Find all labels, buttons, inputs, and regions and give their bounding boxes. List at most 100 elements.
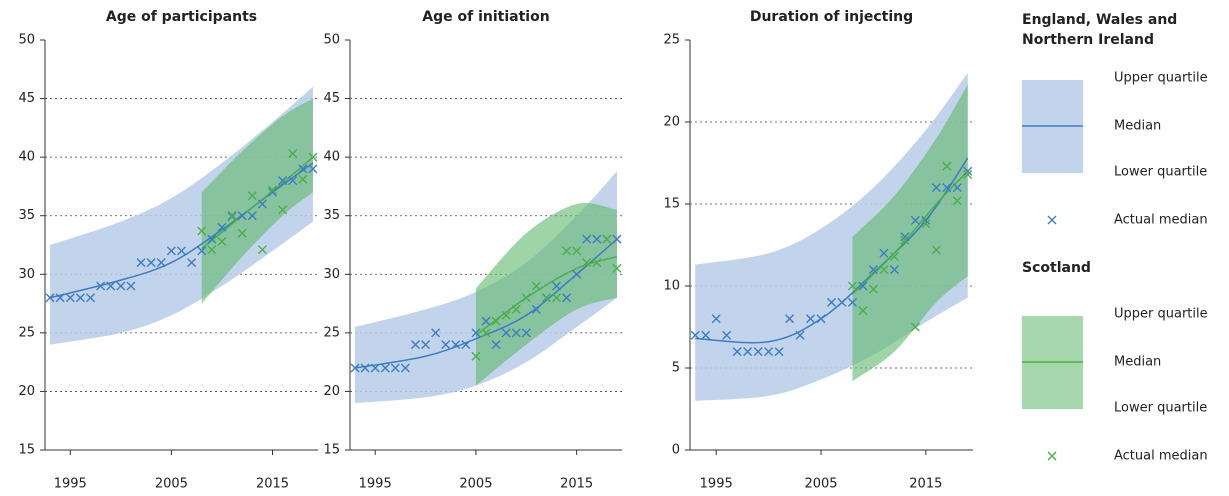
y-tick-label: 10 — [663, 279, 680, 294]
actual-median-marker — [963, 166, 973, 176]
actual-median-marker — [847, 281, 857, 291]
actual-median-marker — [612, 263, 622, 273]
actual-median-marker — [921, 219, 931, 229]
actual-median-marker — [732, 347, 742, 357]
y-tick-label: 50 — [323, 33, 340, 48]
actual-median-marker — [227, 211, 237, 221]
actual-median-marker — [743, 347, 753, 357]
actual-median-marker — [247, 211, 257, 221]
actual-median-marker — [207, 245, 217, 255]
legend-label: Upper quartile — [1114, 71, 1208, 86]
legend-label: Lower quartile — [1114, 165, 1207, 180]
x-tick-label: 2015 — [560, 477, 593, 492]
actual-median-marker — [471, 351, 481, 361]
y-tick-label: 45 — [323, 91, 340, 106]
actual-median-marker — [889, 251, 899, 261]
actual-median-marker — [837, 297, 847, 307]
actual-median-marker — [847, 297, 857, 307]
y-tick-label: 5 — [672, 361, 680, 376]
actual-median-marker — [592, 258, 602, 268]
actual-median-marker — [156, 258, 166, 268]
actual-median-marker — [858, 281, 868, 291]
actual-median-marker — [187, 258, 197, 268]
actual-median-marker — [521, 328, 531, 338]
actual-median-marker — [753, 347, 763, 357]
actual-median-marker — [308, 152, 318, 162]
actual-median-marker — [217, 222, 227, 232]
y-tick-label: 20 — [663, 115, 680, 130]
actual-median-marker — [237, 228, 247, 238]
y-tick-label: 15 — [663, 197, 680, 212]
actual-median-marker — [278, 176, 288, 186]
x-tick-label: 1995 — [54, 477, 87, 492]
actual-median-marker — [247, 191, 257, 201]
legend-label: Median — [1114, 355, 1161, 370]
y-tick-label: 20 — [323, 384, 340, 399]
actual-median-marker — [582, 234, 592, 244]
actual-median-marker — [900, 235, 910, 245]
legend-label: Median — [1114, 119, 1161, 134]
actual-median-marker — [816, 314, 826, 324]
actual-median-marker — [146, 258, 156, 268]
actual-median-marker — [521, 293, 531, 303]
actual-median-marker — [690, 330, 700, 340]
quartile-band — [852, 84, 968, 382]
actual-median-marker — [257, 245, 267, 255]
actual-median-marker — [572, 246, 582, 256]
actual-median-marker — [952, 183, 962, 193]
actual-median-marker — [451, 340, 461, 350]
x-tick-label: 2005 — [459, 477, 492, 492]
actual-median-marker — [952, 196, 962, 206]
legend-label: Actual median — [1114, 449, 1208, 464]
actual-median-marker — [350, 363, 360, 373]
actual-median-marker — [45, 293, 55, 303]
actual-median-marker — [298, 174, 308, 184]
median-line — [851, 170, 969, 295]
actual-median-marker — [531, 304, 541, 314]
actual-median-marker — [963, 169, 973, 179]
actual-median-marker — [207, 234, 217, 244]
actual-median-marker — [879, 265, 889, 275]
chart-title: Age of initiation — [422, 9, 549, 25]
actual-median-marker — [910, 215, 920, 225]
actual-median-marker — [806, 314, 816, 324]
actual-median-marker — [942, 183, 952, 193]
y-tick-label: 15 — [18, 443, 35, 458]
actual-median-marker — [431, 328, 441, 338]
actual-median-marker — [711, 314, 721, 324]
y-tick-label: 40 — [18, 150, 35, 165]
actual-median-marker — [166, 246, 176, 256]
actual-median-marker — [900, 232, 910, 242]
actual-median-marker — [441, 340, 451, 350]
actual-median-marker — [257, 199, 267, 209]
legend-label: Upper quartile — [1114, 307, 1208, 322]
actual-median-marker — [126, 281, 136, 291]
y-tick-label: 50 — [18, 33, 35, 48]
actual-median-marker — [197, 226, 207, 236]
actual-median-marker — [136, 258, 146, 268]
actual-median-marker — [217, 236, 227, 246]
actual-median-marker — [268, 187, 277, 197]
x-tick-label: 2015 — [256, 477, 289, 492]
legend-title: England, Wales and Northern Ireland — [1022, 12, 1178, 48]
y-tick-label: 25 — [663, 33, 680, 48]
actual-median-marker — [96, 281, 106, 291]
actual-median-marker — [308, 164, 318, 174]
actual-median-marker — [390, 363, 400, 373]
actual-median-marker — [701, 330, 711, 340]
actual-median-marker — [481, 316, 491, 326]
actual-median-marker — [602, 234, 612, 244]
actual-median-marker — [879, 248, 889, 258]
actual-median-marker — [531, 281, 541, 291]
actual-median-marker — [868, 284, 878, 294]
actual-median-marker — [471, 328, 481, 338]
actual-median-marker — [868, 265, 878, 275]
actual-median-marker — [827, 297, 836, 307]
actual-median-marker — [511, 328, 521, 338]
actual-median-marker — [55, 293, 65, 303]
actual-median-marker — [298, 164, 308, 174]
y-tick-label: 30 — [18, 267, 35, 282]
y-tick-label: 0 — [672, 443, 680, 458]
